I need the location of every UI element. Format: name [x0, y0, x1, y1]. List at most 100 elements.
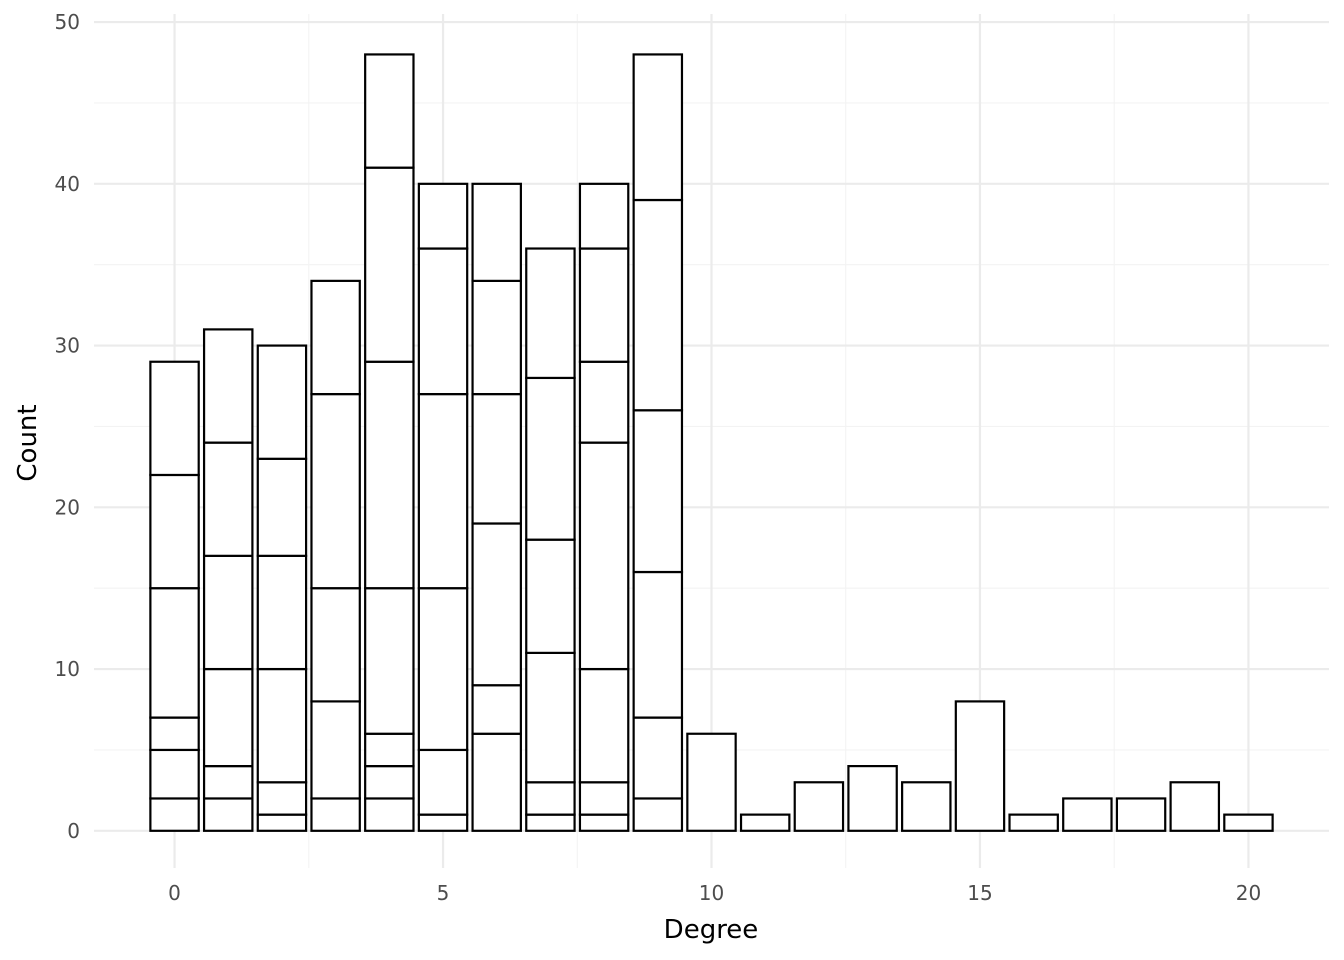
bar-segment	[525, 813, 576, 832]
bar-segment	[202, 441, 254, 557]
bar-segment	[525, 651, 576, 784]
bar-segment	[632, 409, 684, 574]
bar-degree-9	[632, 53, 684, 832]
bar-segment	[632, 716, 684, 800]
bar-segment	[471, 732, 522, 832]
y-tick-label: 0	[67, 819, 80, 843]
bar-segment	[578, 781, 630, 816]
bar-segment	[256, 554, 308, 671]
bar-segment	[149, 473, 200, 590]
y-axis-ticks: 0 10 20 30 40 50	[55, 10, 80, 843]
bar-segment	[256, 667, 308, 784]
bar-segment	[256, 457, 308, 557]
x-tick-label: 20	[1236, 881, 1261, 905]
bar-segment	[149, 748, 200, 800]
bar-degree-7	[525, 247, 576, 832]
x-tick-label: 15	[967, 881, 992, 905]
x-tick-label: 5	[437, 881, 450, 905]
bar-segment	[202, 328, 254, 444]
y-tick-label: 40	[55, 172, 80, 196]
bar-segment	[417, 392, 469, 590]
bar-segment	[578, 813, 630, 832]
bar-segment	[310, 279, 361, 396]
bar-segment	[149, 587, 200, 719]
bar-segment	[310, 700, 361, 800]
bar-degree-16	[1008, 813, 1059, 832]
bar-segment	[954, 700, 1006, 832]
x-axis-title: Degree	[664, 915, 759, 945]
bar-segment	[632, 53, 684, 202]
bar-segment	[310, 797, 361, 832]
bar-degree-1	[202, 328, 254, 832]
bar-segment	[901, 781, 952, 832]
bar-segment	[632, 570, 684, 719]
bar-segment	[739, 813, 791, 832]
bar-degree-15	[954, 700, 1006, 832]
bar-segment	[1115, 797, 1167, 832]
bar-segment	[202, 554, 254, 671]
bar-segment	[310, 587, 361, 703]
bar-segment	[149, 360, 200, 477]
y-tick-label: 30	[55, 334, 80, 358]
bar-segment	[1169, 781, 1221, 832]
bar-segment	[202, 667, 254, 768]
bar-segment	[202, 797, 254, 832]
bars	[149, 53, 1274, 832]
bar-segment	[364, 587, 415, 735]
bar-segment	[256, 344, 308, 460]
bar-segment	[1223, 813, 1274, 832]
bar-segment	[417, 813, 469, 832]
bar-segment	[417, 587, 469, 752]
bar-segment	[417, 748, 469, 816]
y-tick-label: 10	[55, 657, 80, 681]
bar-segment	[417, 247, 469, 396]
y-axis-title: Count	[13, 404, 43, 481]
bar-segment	[525, 376, 576, 541]
bar-segment	[364, 732, 415, 768]
bar-degree-14	[901, 781, 952, 832]
bar-degree-3	[310, 279, 361, 832]
bar-segment	[310, 392, 361, 590]
bar-segment	[578, 247, 630, 363]
bar-degree-8	[578, 182, 630, 832]
bar-segment	[686, 732, 737, 832]
bar-segment	[149, 797, 200, 832]
bar-segment	[1062, 797, 1113, 832]
bar-degree-5	[417, 182, 469, 832]
bar-segment	[525, 247, 576, 380]
bar-degree-10	[686, 732, 737, 832]
bar-segment	[364, 166, 415, 363]
bar-segment	[471, 684, 522, 735]
bar-segment	[578, 441, 630, 671]
bar-segment	[364, 765, 415, 800]
bar-segment	[578, 667, 630, 784]
bar-segment	[471, 182, 522, 282]
bar-degree-6	[471, 182, 522, 832]
bar-segment	[471, 392, 522, 525]
bar-degree-20	[1223, 813, 1274, 832]
x-tick-label: 10	[699, 881, 724, 905]
bar-degree-12	[793, 781, 845, 832]
bar-degree-11	[739, 813, 791, 832]
bar-segment	[578, 360, 630, 444]
bar-segment	[256, 813, 308, 832]
bar-degree-2	[256, 344, 308, 832]
x-tick-label: 0	[168, 881, 181, 905]
bar-segment	[364, 797, 415, 832]
bar-segment	[632, 797, 684, 832]
bar-degree-19	[1169, 781, 1221, 832]
bar-segment	[471, 522, 522, 687]
x-axis-ticks: 0 5 10 15 20	[168, 881, 1261, 905]
bar-segment	[364, 360, 415, 590]
bar-segment	[632, 198, 684, 412]
bar-degree-17	[1062, 797, 1113, 832]
bar-segment	[417, 182, 469, 250]
bar-segment	[525, 538, 576, 654]
bar-segment	[578, 182, 630, 250]
y-tick-label: 20	[55, 495, 80, 519]
bar-segment	[525, 781, 576, 816]
bar-segment	[202, 765, 254, 800]
bar-segment	[149, 716, 200, 752]
bar-segment	[847, 765, 898, 832]
